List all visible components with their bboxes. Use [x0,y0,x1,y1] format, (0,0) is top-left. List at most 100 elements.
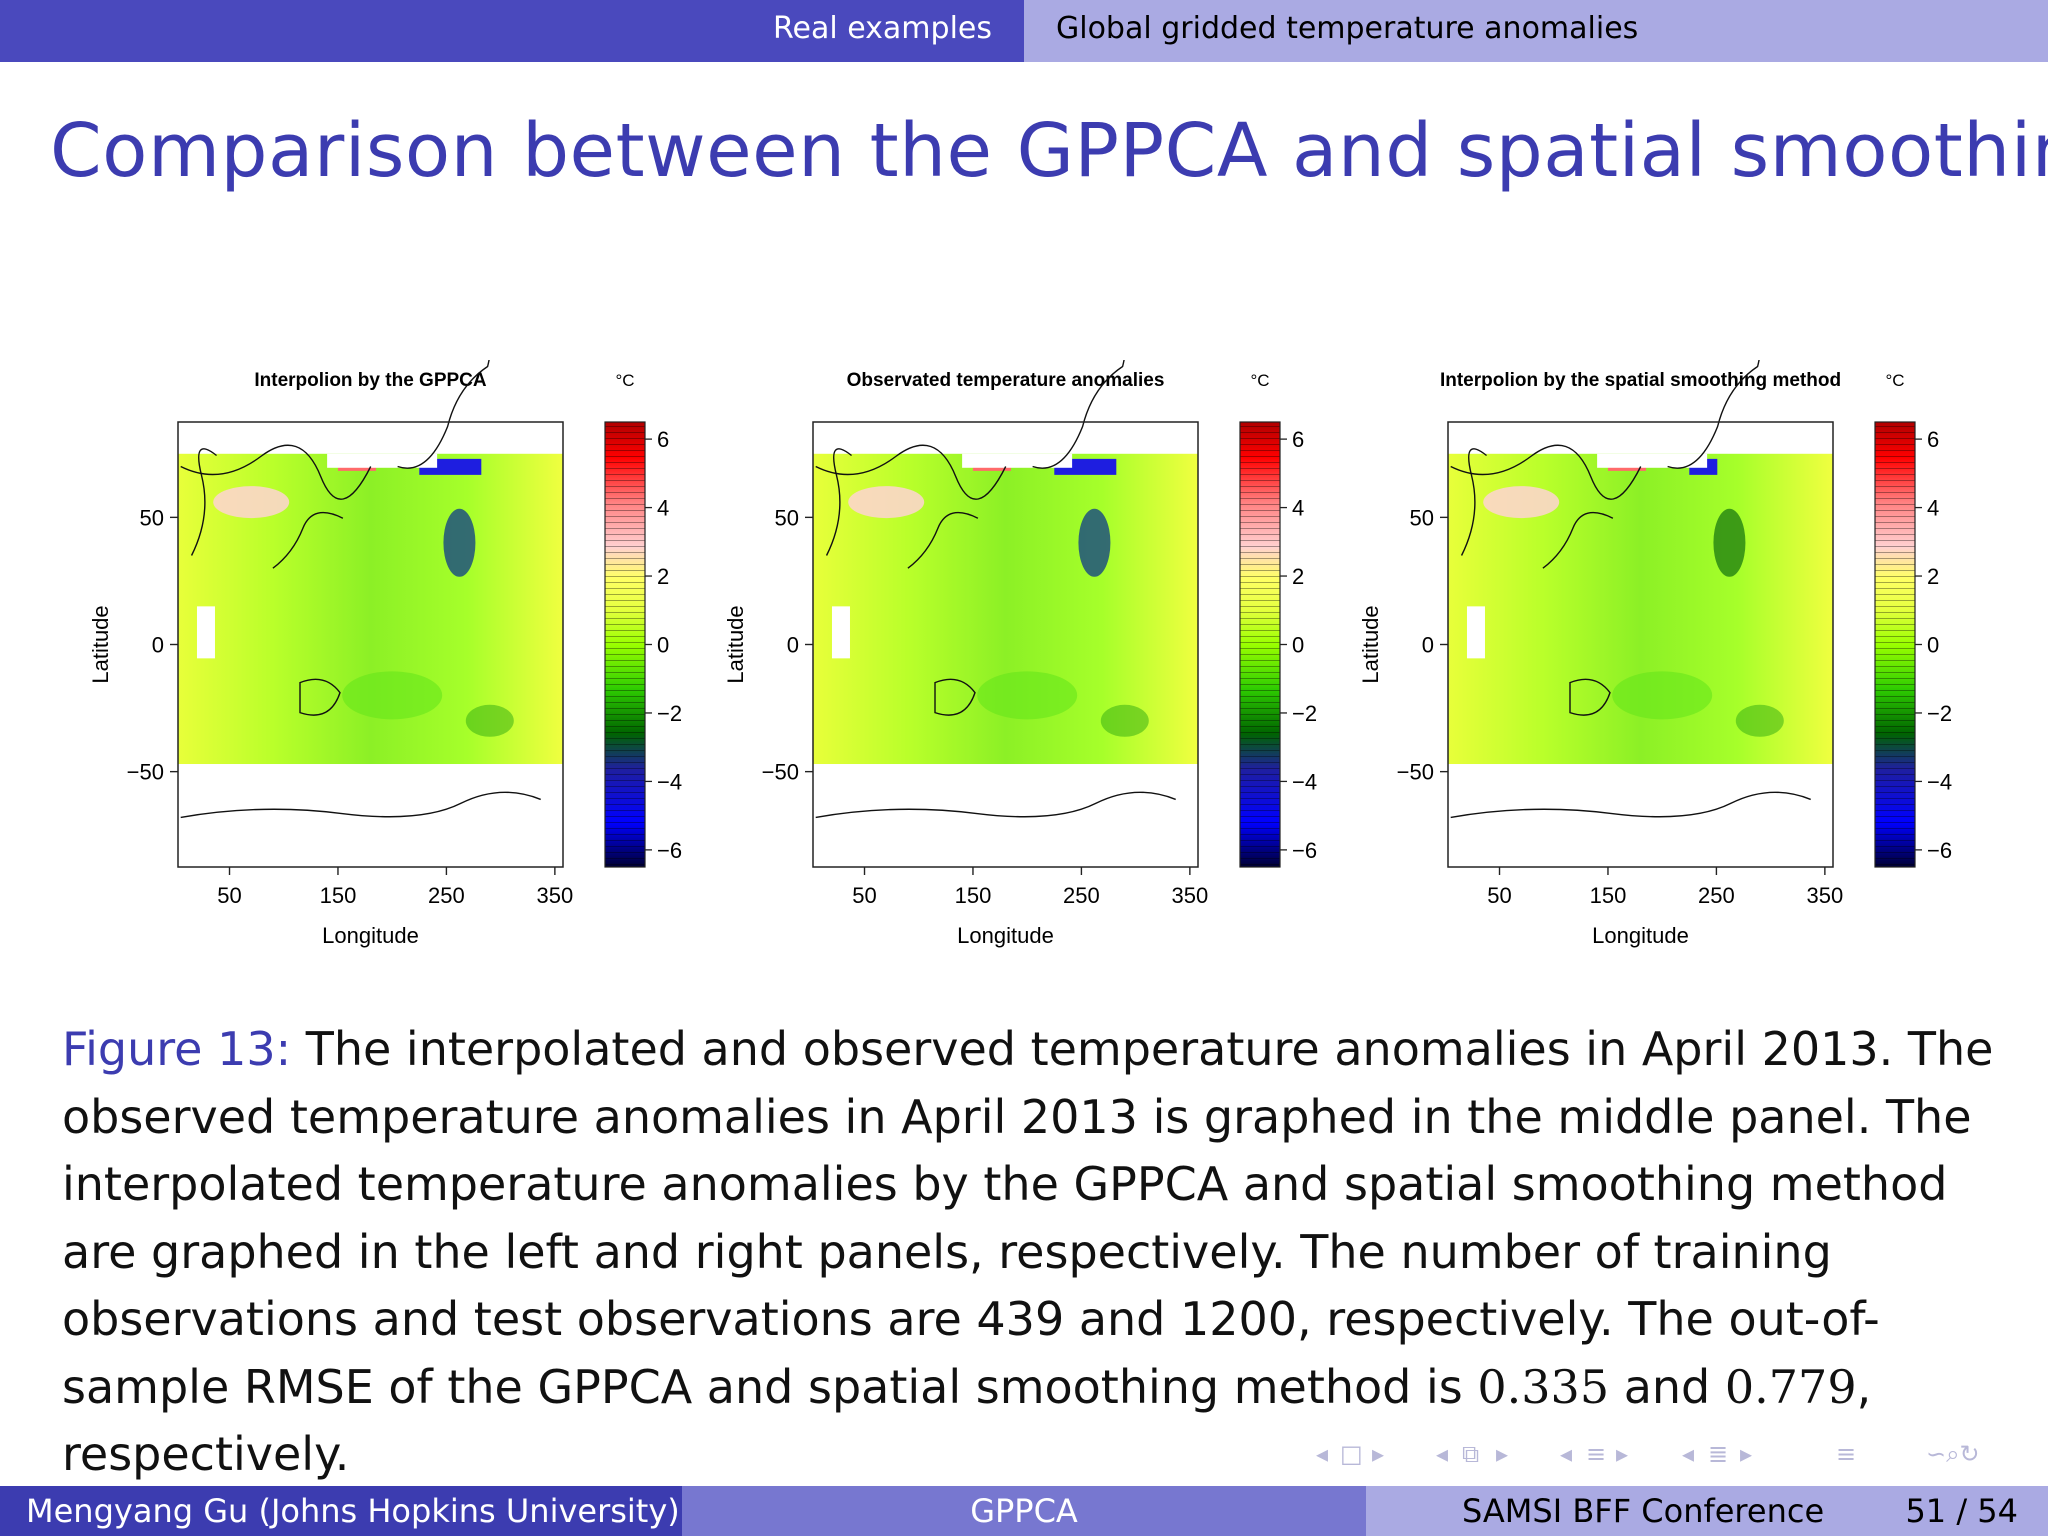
x-tick-label: 150 [955,883,992,908]
colorbar-tick-label: 2 [657,564,669,589]
frame-icon[interactable]: □ [1340,1440,1363,1468]
header-section-segment: Real examples [0,0,1024,62]
colorbar-unit: °C [615,371,634,390]
section-icon[interactable]: ≡ [1586,1440,1607,1468]
y-tick-label: −50 [127,760,164,785]
footer-conference-segment: SAMSI BFF Conference 51 / 54 [1366,1486,2048,1536]
caption-text-1: The interpolated and observed temperatur… [62,1022,1994,1414]
colorbar-tick-label: −4 [657,769,682,794]
colorbar-tick-label: −6 [657,838,682,863]
colorbar-tick-label: 0 [1292,633,1304,658]
anomaly-field [178,422,563,867]
x-tick-label: 50 [1487,883,1511,908]
x-tick-label: 150 [320,883,357,908]
x-tick-label: 50 [217,883,241,908]
y-tick-label: 0 [1422,633,1434,658]
colorbar-unit: °C [1250,371,1269,390]
subsection-icon[interactable]: ⧉ [1462,1440,1480,1468]
footer-conference: SAMSI BFF Conference [1462,1492,1825,1530]
footer-author-segment: Mengyang Gu (Johns Hopkins University) [0,1486,682,1536]
colorbar-tick-label: 6 [1292,427,1304,452]
nav-next-icon[interactable]: ▸ [1616,1440,1629,1468]
y-tick-label: 50 [140,505,164,530]
figure-caption: Figure 13: The interpolated and observed… [62,1016,2002,1489]
caption-rmse-gppca: 0.335 [1477,1359,1610,1414]
beamer-navigation: ◂ □ ▸ ◂ ⧉ ▸ ◂ ≡ ▸ ◂ ≣ ▸ ≡ ∽⌕↻ [1316,1440,2036,1470]
x-axis-label: Longitude [1592,923,1689,948]
y-tick-label: −50 [762,760,799,785]
colorbar-tick-label: −6 [1927,838,1952,863]
figure-13: Interpolion by the GPPCA −50 0 50 50 150 250 35… [80,360,2020,960]
header-section-link[interactable]: Real examples [773,11,992,46]
y-tick-label: −50 [1397,760,1434,785]
coastlines [815,360,1176,819]
y-axis-label: Latitude [723,605,748,683]
anomaly-field [1448,422,1833,867]
footer-author: Mengyang Gu (Johns Hopkins University) [26,1492,680,1530]
colorbar-tick-label: 4 [1292,496,1304,521]
x-tick-label: 50 [852,883,876,908]
toc-icon[interactable]: ≣ [1708,1440,1729,1468]
footer-short-title: GPPCA [970,1492,1078,1530]
colorbar-tick-label: 0 [657,633,669,658]
x-tick-label: 150 [1590,883,1627,908]
footer-title-segment: GPPCA [682,1486,1366,1536]
colorbar-tick-label: 4 [1927,496,1939,521]
caption-rmse-smoothing: 0.779 [1724,1359,1857,1414]
caption-text-2: and [1609,1359,1725,1414]
nav-next-icon[interactable]: ▸ [1496,1440,1509,1468]
x-tick-label: 350 [1807,883,1844,908]
colorbar-tick-label: 6 [1927,427,1939,452]
nav-next-icon[interactable]: ▸ [1740,1440,1753,1468]
colorbar-tick-label: −4 [1927,769,1952,794]
nav-prev-icon[interactable]: ◂ [1316,1440,1329,1468]
x-tick-label: 250 [1698,883,1735,908]
anomaly-field [813,422,1198,867]
colorbar-tick-label: 6 [657,427,669,452]
panel-title: Observated temperature anomalies [847,370,1165,391]
nav-prev-icon[interactable]: ◂ [1560,1440,1573,1468]
colorbar-tick-label: −2 [1927,701,1952,726]
x-tick-label: 250 [1063,883,1100,908]
x-tick-label: 350 [1172,883,1209,908]
colorbar-tick-label: 2 [1292,564,1304,589]
colorbar-tick-label: −6 [1292,838,1317,863]
caption-label: Figure 13: [62,1022,292,1076]
x-tick-label: 350 [537,883,574,908]
colorbar-tick-label: −2 [657,701,682,726]
heatmap-panel-1: Interpolion by the GPPCA −50 0 50 50 150 250 35… [88,360,682,948]
y-axis-label: Latitude [1358,605,1383,683]
panel-title: Interpolion by the spatial smoothing met… [1440,370,1841,391]
colorbar-tick-label: 0 [1927,633,1939,658]
colorbar-tick-label: −2 [1292,701,1317,726]
header-bar: Real examples Global gridded temperature… [0,0,2048,62]
header-subsection-segment: Global gridded temperature anomalies [1024,0,2048,62]
footer-bar: Mengyang Gu (Johns Hopkins University) G… [0,1486,2048,1536]
x-axis-label: Longitude [322,923,419,948]
colorbar-tick-label: −4 [1292,769,1317,794]
y-axis-label: Latitude [88,605,113,683]
x-tick-label: 250 [428,883,465,908]
heatmap-panel-3: Interpolion by the spatial smoothing met… [1358,360,1952,948]
toc-icon[interactable]: ≡ [1836,1440,1857,1468]
colorbar-unit: °C [1885,371,1904,390]
colorbar-tick-label: 4 [657,496,669,521]
y-tick-label: 0 [787,633,799,658]
coastlines [1450,360,1811,819]
caption-text-3: , respectively. [62,1359,1872,1482]
header-subsection-link[interactable]: Global gridded temperature anomalies [1056,11,1639,46]
coastlines [180,360,541,819]
frame-title: Comparison between the GPPCA and spatial… [50,108,2048,194]
y-tick-label: 50 [775,505,799,530]
heatmap-panel-2: Observated temperature anomalies −50 0 50 50… [723,360,1317,948]
x-axis-label: Longitude [957,923,1054,948]
panel-title: Interpolion by the GPPCA [254,370,487,391]
search-icon[interactable]: ∽⌕↻ [1926,1440,1980,1468]
nav-next-icon[interactable]: ▸ [1372,1440,1385,1468]
nav-prev-icon[interactable]: ◂ [1682,1440,1695,1468]
colorbar-tick-label: 2 [1927,564,1939,589]
nav-prev-icon[interactable]: ◂ [1436,1440,1449,1468]
y-tick-label: 0 [152,633,164,658]
y-tick-label: 50 [1410,505,1434,530]
